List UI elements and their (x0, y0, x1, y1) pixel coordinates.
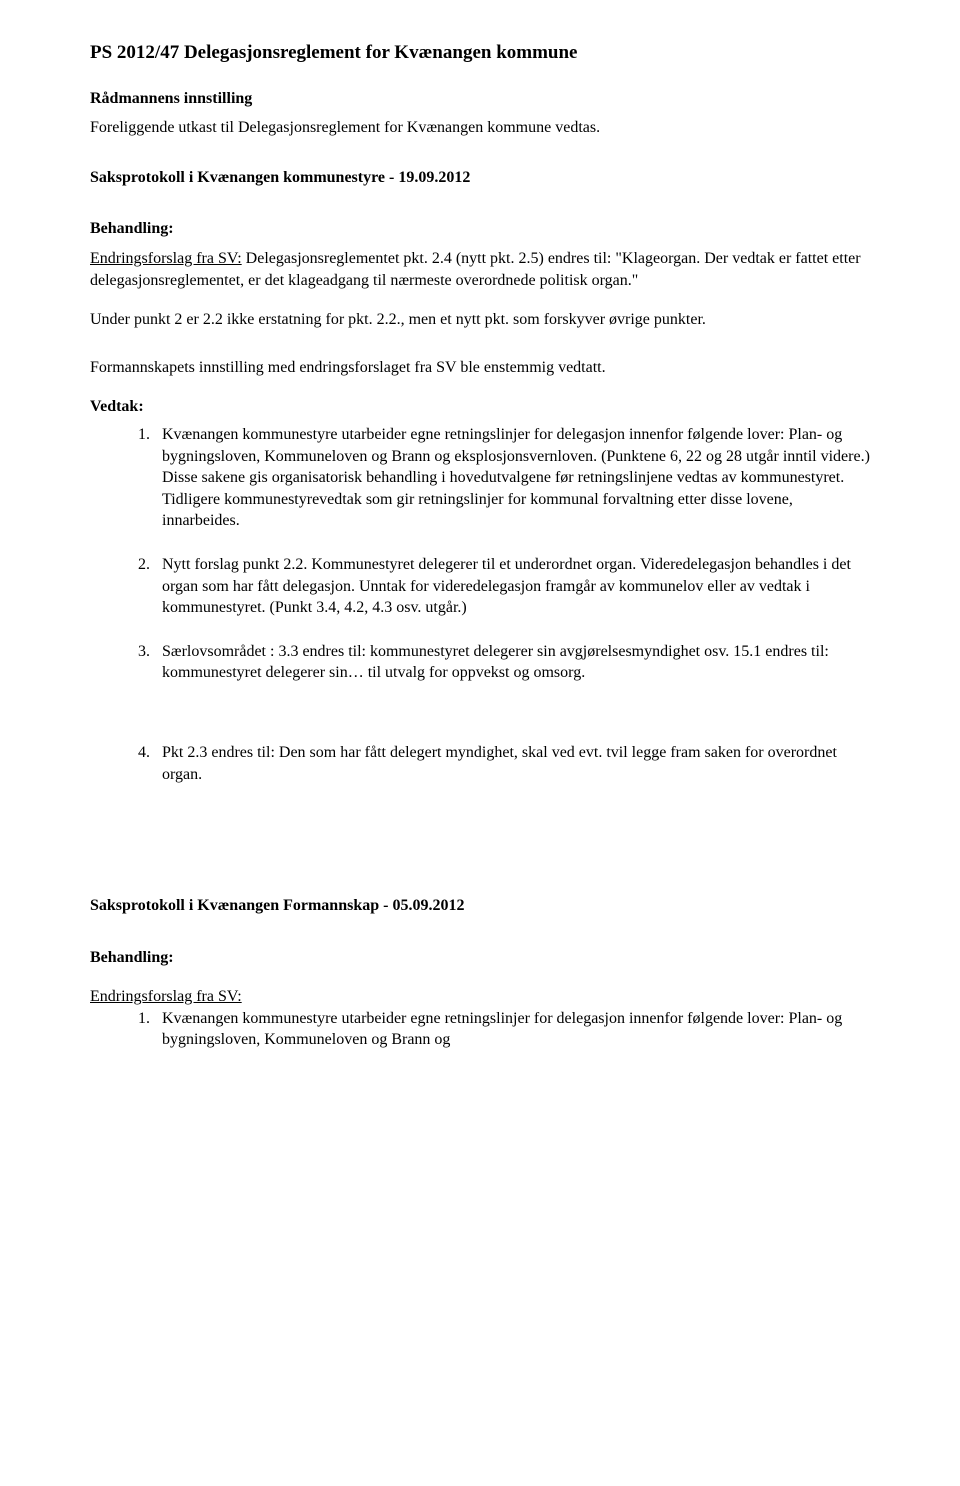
list-item-number: 3. (138, 641, 162, 684)
list-item: 4. Pkt 2.3 endres til: Den som har fått … (138, 742, 870, 785)
page-title: PS 2012/47 Delegasjonsreglement for Kvæn… (90, 40, 870, 66)
innstilling-body: Foreliggende utkast til Delegasjonsregle… (90, 117, 870, 139)
vedtak-heading: Vedtak: (90, 396, 870, 418)
under-punkt-paragraph: Under punkt 2 er 2.2 ikke erstatning for… (90, 309, 870, 331)
list-item-number: 1. (138, 1008, 162, 1051)
endringsforslag-sv-paragraph: Endringsforslag fra SV: Delegasjonsregle… (90, 248, 870, 291)
list-item: 1. Kvænangen kommunestyre utarbeider egn… (138, 1008, 870, 1051)
spacer (90, 706, 870, 742)
behandling-heading-2: Behandling: (90, 947, 870, 969)
spacer (90, 807, 870, 867)
list-item-number: 4. (138, 742, 162, 785)
list-item-body: Kvænangen kommunestyre utarbeider egne r… (162, 424, 870, 532)
list-item-body: Pkt 2.3 endres til: Den som har fått del… (162, 742, 870, 785)
document-page: PS 2012/47 Delegasjonsreglement for Kvæn… (0, 0, 960, 1486)
endringsforslag-sv-label: Endringsforslag fra SV: (90, 250, 242, 267)
list-item-number: 1. (138, 424, 162, 532)
endringsforslag-sv2-paragraph: Endringsforslag fra SV: (90, 986, 870, 1008)
formann-paragraph: Formannskapets innstilling med endringsf… (90, 357, 870, 379)
list-item-number: 2. (138, 554, 162, 619)
list-item: 1. Kvænangen kommunestyre utarbeider egn… (138, 424, 870, 532)
behandling-heading-1: Behandling: (90, 218, 870, 240)
innstilling-heading: Rådmannens innstilling (90, 88, 870, 110)
vedtak-list-cont: 4. Pkt 2.3 endres til: Den som har fått … (90, 742, 870, 785)
list-item: 2. Nytt forslag punkt 2.2. Kommunestyret… (138, 554, 870, 619)
protocol-heading-1: Saksprotokoll i Kvænangen kommunestyre -… (90, 167, 870, 189)
list-item-body: Særlovsområdet : 3.3 endres til: kommune… (162, 641, 870, 684)
vedtak-list: 1. Kvænangen kommunestyre utarbeider egn… (90, 424, 870, 684)
list-item: 3. Særlovsområdet : 3.3 endres til: komm… (138, 641, 870, 684)
protocol-heading-2: Saksprotokoll i Kvænangen Formannskap - … (90, 895, 870, 917)
endringsforslag-sv2-list: 1. Kvænangen kommunestyre utarbeider egn… (90, 1008, 870, 1051)
endringsforslag-sv2-label: Endringsforslag fra SV: (90, 986, 870, 1008)
list-item-body: Nytt forslag punkt 2.2. Kommunestyret de… (162, 554, 870, 619)
list-item-body: Kvænangen kommunestyre utarbeider egne r… (162, 1008, 870, 1051)
